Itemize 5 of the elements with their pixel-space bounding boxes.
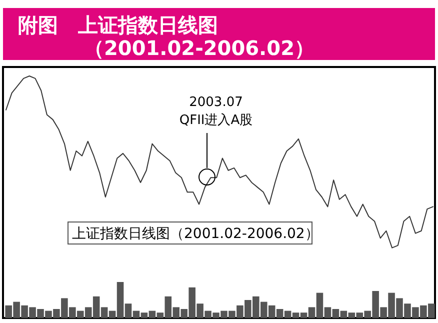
chart-title: 附图 上证指数日线图 — [18, 13, 218, 37]
annotation: 上证指数日线图（2001.02-2006.02） — [72, 226, 319, 242]
chart-subtitle: （2001.02-2006.02） — [84, 36, 314, 60]
annotation: 2003.07 — [189, 95, 243, 110]
annotation: QFII进入A股 — [179, 113, 253, 128]
